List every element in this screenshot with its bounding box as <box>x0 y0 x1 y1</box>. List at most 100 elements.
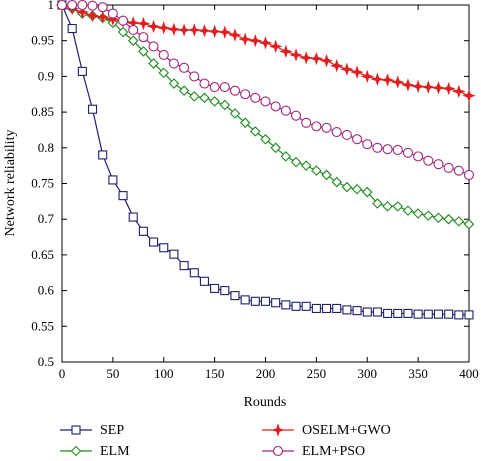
data-point-elm-pso <box>219 82 230 93</box>
data-point-oselm-gwo <box>370 72 385 86</box>
data-point-sep <box>372 307 382 317</box>
data-point-elm-pso <box>341 129 352 140</box>
data-point-sep <box>77 66 87 76</box>
legend-marker <box>271 423 285 437</box>
data-point-elm <box>321 169 332 181</box>
x-tick-label: 150 <box>205 366 225 381</box>
series-oselm-gwo <box>55 0 476 103</box>
data-point-elm-pso <box>453 165 464 176</box>
data-point-elm <box>270 142 281 154</box>
data-point-sep <box>444 309 454 319</box>
data-point-sep <box>383 308 393 318</box>
y-tick-label: 0.6 <box>38 283 55 298</box>
data-point-elm <box>188 91 200 102</box>
data-point-elm-pso <box>311 121 322 132</box>
data-point-sep <box>179 261 189 271</box>
series-sep <box>57 0 474 320</box>
plot-frame <box>61 4 470 363</box>
data-point-oselm-gwo <box>136 16 151 31</box>
data-point-elm <box>433 212 444 224</box>
data-point-elm <box>209 96 220 107</box>
data-point-elm <box>178 85 190 96</box>
y-tick-label: 0.55 <box>31 318 54 333</box>
data-point-oselm-gwo <box>441 81 456 96</box>
data-point-elm-pso <box>168 58 179 69</box>
data-point-elm <box>341 181 353 193</box>
data-point-elm <box>250 126 261 137</box>
series-elm-pso <box>56 0 475 180</box>
data-point-elm-pso <box>148 41 159 52</box>
data-point-elm-pso <box>413 151 424 162</box>
data-point-sep <box>250 296 260 306</box>
data-point-elm <box>412 208 424 219</box>
data-point-elm <box>260 133 271 145</box>
data-point-sep <box>311 303 321 314</box>
legend-label: OSELM+GWO <box>302 423 391 438</box>
legend-marker <box>272 445 284 457</box>
data-point-sep <box>393 308 403 318</box>
y-tick-label: 0.75 <box>31 176 54 191</box>
data-point-oselm-gwo <box>340 62 354 76</box>
data-point-sep <box>149 237 159 247</box>
data-point-elm <box>199 92 210 104</box>
data-point-sep <box>230 291 240 301</box>
x-axis-title: Rounds <box>244 395 287 410</box>
data-point-elm <box>290 156 302 168</box>
data-point-oselm-gwo <box>187 23 201 37</box>
data-point-elm-pso <box>463 169 475 180</box>
data-point-oselm-gwo <box>146 19 161 34</box>
data-point-elm <box>117 26 129 38</box>
data-point-sep <box>189 268 199 278</box>
data-point-elm-pso <box>240 89 251 100</box>
x-tick-label: 100 <box>154 366 174 381</box>
data-point-oselm-gwo <box>85 9 100 23</box>
data-point-elm-pso <box>118 15 129 26</box>
data-point-elm-pso <box>87 0 98 11</box>
data-point-oselm-gwo <box>319 53 334 68</box>
legend-label: ELM <box>100 444 130 459</box>
data-point-oselm-gwo <box>309 51 324 66</box>
data-point-oselm-gwo <box>462 88 476 103</box>
data-point-elm-pso <box>138 32 149 43</box>
data-point-elm-pso <box>229 85 241 96</box>
data-point-elm-pso <box>107 8 118 19</box>
data-point-elm <box>148 58 159 69</box>
data-point-elm-pso <box>189 71 200 82</box>
x-tick-label: 400 <box>459 366 479 381</box>
data-point-sep <box>128 212 138 222</box>
data-point-elm <box>127 35 139 46</box>
data-point-oselm-gwo <box>167 22 181 36</box>
data-point-oselm-gwo <box>228 28 242 42</box>
data-point-oselm-gwo <box>197 23 212 38</box>
data-point-sep <box>159 243 169 253</box>
data-point-elm-pso <box>128 24 139 36</box>
data-point-oselm-gwo <box>421 80 436 94</box>
y-axis-title: Network reliability <box>3 130 18 237</box>
data-point-elm-pso <box>77 0 88 11</box>
data-point-sep <box>281 300 291 310</box>
y-tick-label: 0.95 <box>31 33 54 48</box>
data-point-oselm-gwo <box>452 84 466 99</box>
data-point-elm-pso <box>301 117 312 128</box>
y-tick-label: 0.9 <box>38 68 54 83</box>
x-tick-label: 300 <box>358 366 378 381</box>
data-point-oselm-gwo <box>401 78 415 92</box>
data-point-elm <box>229 108 241 119</box>
data-point-sep <box>464 310 474 320</box>
data-point-oselm-gwo <box>360 69 374 84</box>
y-tick-label: 0.65 <box>31 247 54 262</box>
data-point-sep <box>454 310 464 320</box>
data-point-oselm-gwo <box>157 21 171 35</box>
data-point-oselm-gwo <box>330 58 344 73</box>
data-point-oselm-gwo <box>207 24 222 39</box>
data-point-elm <box>331 176 343 188</box>
data-point-elm-pso <box>443 162 454 173</box>
data-point-sep <box>433 309 444 319</box>
data-point-elm <box>453 216 465 227</box>
y-tick-label: 0.85 <box>31 104 54 119</box>
data-point-sep <box>291 301 301 311</box>
data-point-elm-pso <box>280 105 291 116</box>
data-point-sep <box>301 301 311 311</box>
data-point-oselm-gwo <box>411 79 425 94</box>
data-point-oselm-gwo <box>431 81 446 95</box>
